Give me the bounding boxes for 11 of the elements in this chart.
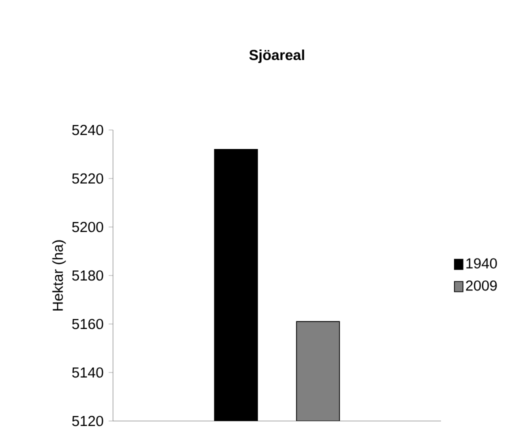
y-tick-label: 5200 [72,222,104,232]
y-tick-label: 5240 [72,124,104,136]
y-tick-label: 5220 [72,173,104,184]
y-tick-label: 5160 [72,318,104,330]
y-axis-title: Hektar (ha) [52,240,66,310]
chart-title: Sjöareal [249,50,304,64]
legend-label: 2009 [466,280,497,291]
y-tick-label: 5180 [72,270,104,281]
legend-label: 1940 [466,258,497,268]
y-tick-label: 5140 [72,367,104,378]
y-tick-label: 5120 [72,416,104,426]
